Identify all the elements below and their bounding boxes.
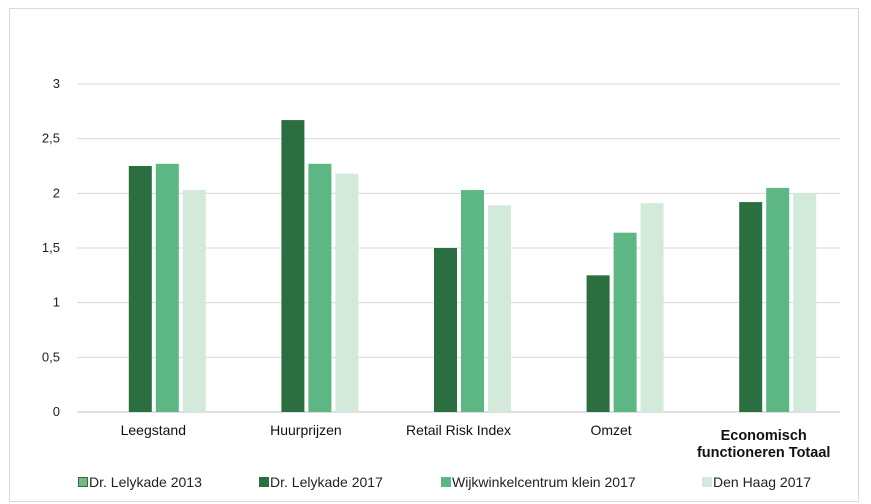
x-tick-label-line: Omzet bbox=[590, 422, 631, 438]
x-tick-label: Economisch functioneren Totaal bbox=[697, 428, 830, 461]
bar bbox=[586, 275, 610, 412]
bar bbox=[766, 187, 790, 412]
x-tick-label-line: functioneren Totaal bbox=[697, 445, 830, 461]
legend-label: Wijkwinkelcentrum klein 2017 bbox=[452, 474, 636, 490]
y-tick-label: 2,5 bbox=[42, 131, 60, 146]
x-tick-label: Retail Risk Index bbox=[406, 422, 511, 438]
legend-swatch bbox=[78, 477, 88, 487]
bar bbox=[281, 120, 305, 412]
bar bbox=[793, 193, 817, 412]
y-tick-label: 0,5 bbox=[42, 349, 60, 364]
x-tick-label-line: Retail Risk Index bbox=[406, 422, 511, 438]
y-tick-label: 2 bbox=[53, 185, 60, 200]
bar bbox=[461, 190, 484, 412]
bar bbox=[128, 166, 152, 412]
legend-label: Den Haag 2017 bbox=[713, 474, 811, 490]
x-tick-label-line: Leegstand bbox=[121, 422, 186, 438]
x-tick-label: Huurprijzen bbox=[270, 422, 342, 438]
bar bbox=[488, 205, 511, 412]
y-tick-label: 1 bbox=[53, 295, 60, 310]
y-tick-label: 1,5 bbox=[42, 240, 60, 255]
legend-item: Dr. Lelykade 2013 bbox=[78, 474, 202, 490]
x-tick-label-line: Huurprijzen bbox=[270, 422, 342, 438]
legend-swatch bbox=[259, 477, 269, 487]
x-tick-label: Leegstand bbox=[121, 422, 186, 438]
legend-item: Den Haag 2017 bbox=[702, 474, 811, 490]
legend-item: Dr. Lelykade 2017 bbox=[259, 474, 383, 490]
bar bbox=[613, 232, 637, 412]
legend: Dr. Lelykade 2013 Dr. Lelykade 2017 Wijkwi… bbox=[78, 474, 811, 490]
bar bbox=[640, 203, 664, 412]
legend-swatch bbox=[441, 477, 451, 487]
legend-item: Wijkwinkelcentrum klein 2017 bbox=[441, 474, 636, 490]
bars bbox=[128, 120, 817, 412]
x-tick-label-line: Economisch bbox=[721, 428, 807, 444]
x-tick-label: Omzet bbox=[590, 422, 631, 438]
bar bbox=[434, 248, 457, 412]
legend-label: Dr. Lelykade 2017 bbox=[270, 474, 383, 490]
bar bbox=[739, 202, 763, 412]
legend-swatch bbox=[702, 477, 712, 487]
x-axis: Leegstand Huurprijzen Retail Risk Index Omz… bbox=[121, 422, 831, 461]
y-tick-label: 0 bbox=[53, 404, 60, 419]
bar bbox=[182, 190, 206, 412]
y-tick-label: 3 bbox=[53, 76, 60, 91]
bar bbox=[155, 163, 179, 412]
legend-label: Dr. Lelykade 2013 bbox=[89, 474, 202, 490]
bar bbox=[308, 163, 332, 412]
bar bbox=[335, 173, 359, 412]
